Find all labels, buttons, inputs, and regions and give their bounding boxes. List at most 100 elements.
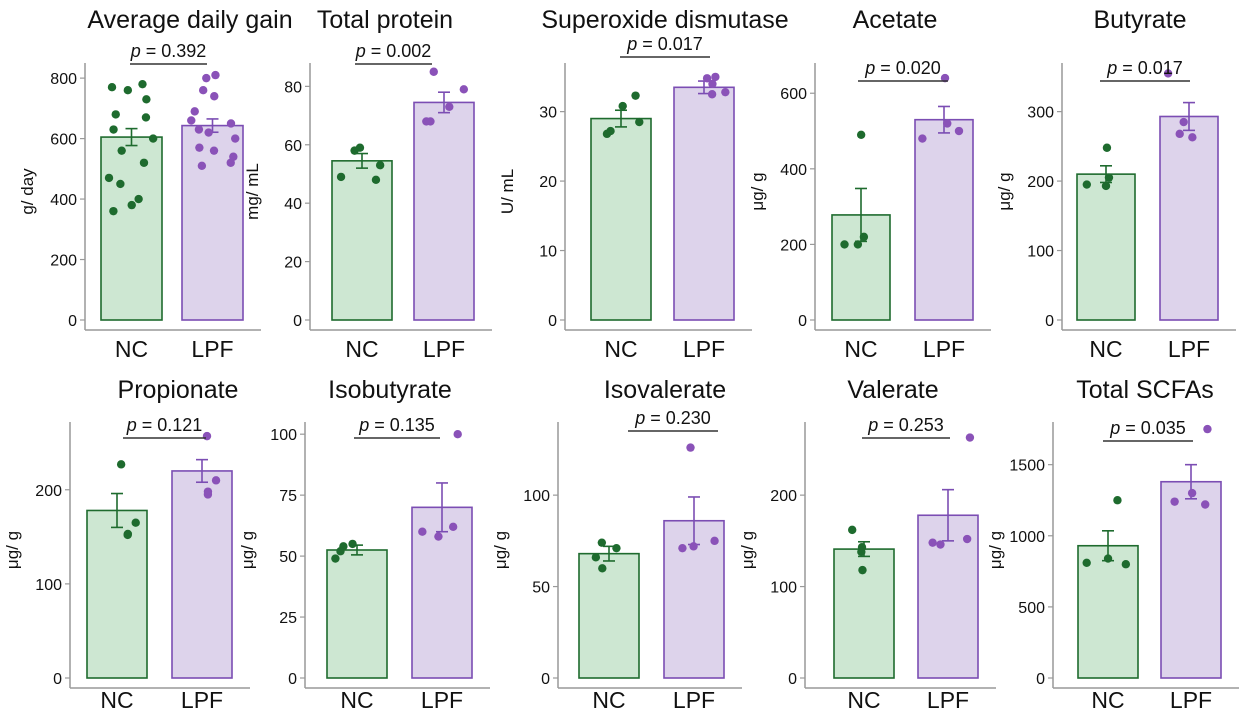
data-point-nc xyxy=(856,130,866,140)
bar-nc xyxy=(590,117,652,321)
y-tick-label: 1000 xyxy=(1009,529,1045,546)
x-tick-label-lpf: LPF xyxy=(683,336,725,362)
bar-nc xyxy=(331,160,393,321)
y-tick-label: 200 xyxy=(35,483,62,500)
data-point-nc xyxy=(134,194,143,204)
chart-panel-8: Valerate 0 100 200 μg/ g NC LPF p = 0.253 xyxy=(738,376,996,713)
data-point-nc xyxy=(350,146,359,155)
x-tick-label-nc: NC xyxy=(345,336,378,362)
p-symbol: p xyxy=(634,408,645,428)
chart-panel-7: Isovalerate 0 50 100 μg/ g NC LPF p = 0.230 xyxy=(491,376,742,713)
data-point-lpf xyxy=(434,532,443,541)
data-point-lpf xyxy=(1201,500,1210,509)
y-tick-label: 30 xyxy=(539,105,557,122)
data-point-lpf xyxy=(197,161,207,170)
data-point-nc xyxy=(116,179,125,189)
p-number: = 0.135 xyxy=(369,415,435,435)
y-tick-label: 300 xyxy=(1027,105,1054,122)
y-axis-label: g/ day xyxy=(18,168,37,215)
y-axis-label: μg/ g xyxy=(3,531,22,569)
p-number: = 0.017 xyxy=(637,34,703,54)
chart-title: Superoxide dismutase xyxy=(541,6,788,34)
data-point-nc xyxy=(107,82,117,92)
p-number: = 0.253 xyxy=(878,415,944,435)
p-symbol: p xyxy=(626,34,637,54)
p-symbol: p xyxy=(126,415,137,435)
p-value-label: p = 0.392 xyxy=(130,41,207,61)
data-point-nc xyxy=(111,110,120,119)
bar-lpf xyxy=(1159,115,1219,321)
chart-title: Acetate xyxy=(853,6,938,34)
p-value-label: p = 0.020 xyxy=(864,58,941,78)
data-point-lpf xyxy=(928,538,937,547)
data-point-lpf xyxy=(943,119,952,128)
y-tick-label: 100 xyxy=(523,488,550,505)
bar-nc xyxy=(86,509,148,679)
data-point-lpf xyxy=(708,79,717,89)
x-tick-label-lpf: LPF xyxy=(181,687,223,713)
chart-panel-3: Acetate 0 200 400 600 μg/ g NC LPF p = 0.020 xyxy=(748,6,991,362)
y-axis-label: U/ mL xyxy=(498,169,517,214)
data-point-nc xyxy=(1102,143,1112,152)
x-tick-label-nc: NC xyxy=(592,687,625,713)
data-point-lpf xyxy=(187,116,196,125)
data-point-nc xyxy=(148,134,158,143)
x-tick-label-lpf: LPF xyxy=(673,687,715,713)
data-point-lpf xyxy=(194,125,204,134)
y-tick-label: 600 xyxy=(50,132,77,149)
y-tick-label: 100 xyxy=(770,580,797,597)
data-point-nc xyxy=(1104,173,1114,182)
y-axis-label: μg/ g xyxy=(238,531,257,569)
data-point-lpf xyxy=(231,134,240,143)
data-point-nc xyxy=(858,565,867,575)
data-point-lpf xyxy=(710,536,719,546)
chart-title: Propionate xyxy=(118,376,239,404)
data-point-lpf xyxy=(686,443,695,452)
data-point-nc xyxy=(104,173,114,183)
y-axis-label: mg/ mL xyxy=(243,163,262,220)
data-point-lpf xyxy=(689,542,698,551)
data-point-lpf xyxy=(918,134,927,143)
y-tick-label: 100 xyxy=(270,427,297,444)
data-point-nc xyxy=(127,200,136,210)
y-tick-label: 0 xyxy=(288,671,297,688)
data-point-lpf xyxy=(954,126,964,136)
data-point-lpf xyxy=(962,534,972,544)
data-point-lpf xyxy=(1170,497,1179,506)
data-point-lpf xyxy=(1203,424,1212,434)
data-point-lpf xyxy=(1179,117,1188,127)
y-tick-label: 400 xyxy=(780,162,807,179)
data-point-nc xyxy=(123,86,133,95)
data-point-nc xyxy=(123,530,132,540)
x-tick-label-nc: NC xyxy=(1089,336,1122,362)
y-tick-label: 200 xyxy=(780,237,807,254)
data-point-lpf xyxy=(209,146,219,155)
y-axis-label: μg/ g xyxy=(995,172,1014,210)
data-point-nc xyxy=(142,95,151,104)
y-tick-label: 60 xyxy=(284,138,302,155)
data-point-lpf xyxy=(203,490,213,499)
x-tick-label-nc: NC xyxy=(115,336,148,362)
p-number: = 0.020 xyxy=(875,58,941,78)
data-point-lpf xyxy=(418,527,427,536)
x-tick-label-lpf: LPF xyxy=(191,336,233,362)
chart-panel-9: Total SCFAs 0 500 1000 1500 μg/ g NC LPF p = 0.0… xyxy=(986,376,1239,713)
p-symbol: p xyxy=(1109,418,1120,438)
p-symbol: p xyxy=(1106,58,1117,78)
data-point-nc xyxy=(591,553,601,562)
data-point-lpf xyxy=(426,117,435,126)
p-value-label: p = 0.017 xyxy=(626,34,703,54)
y-tick-label: 20 xyxy=(284,255,302,272)
y-axis-label: μg/ g xyxy=(738,531,757,569)
y-axis-label: μg/ g xyxy=(986,531,1005,569)
chart-panel-4: Butyrate 0 100 200 300 μg/ g NC LPF p = 0.017 xyxy=(995,6,1236,362)
data-point-lpf xyxy=(1188,133,1197,142)
p-number: = 0.121 xyxy=(137,415,203,435)
y-tick-label: 20 xyxy=(539,174,557,191)
data-point-nc xyxy=(1113,496,1122,505)
x-tick-label-nc: NC xyxy=(847,687,880,713)
data-point-nc xyxy=(598,564,607,573)
data-point-nc xyxy=(109,125,118,134)
p-symbol: p xyxy=(130,41,141,61)
data-point-lpf xyxy=(1187,488,1197,498)
